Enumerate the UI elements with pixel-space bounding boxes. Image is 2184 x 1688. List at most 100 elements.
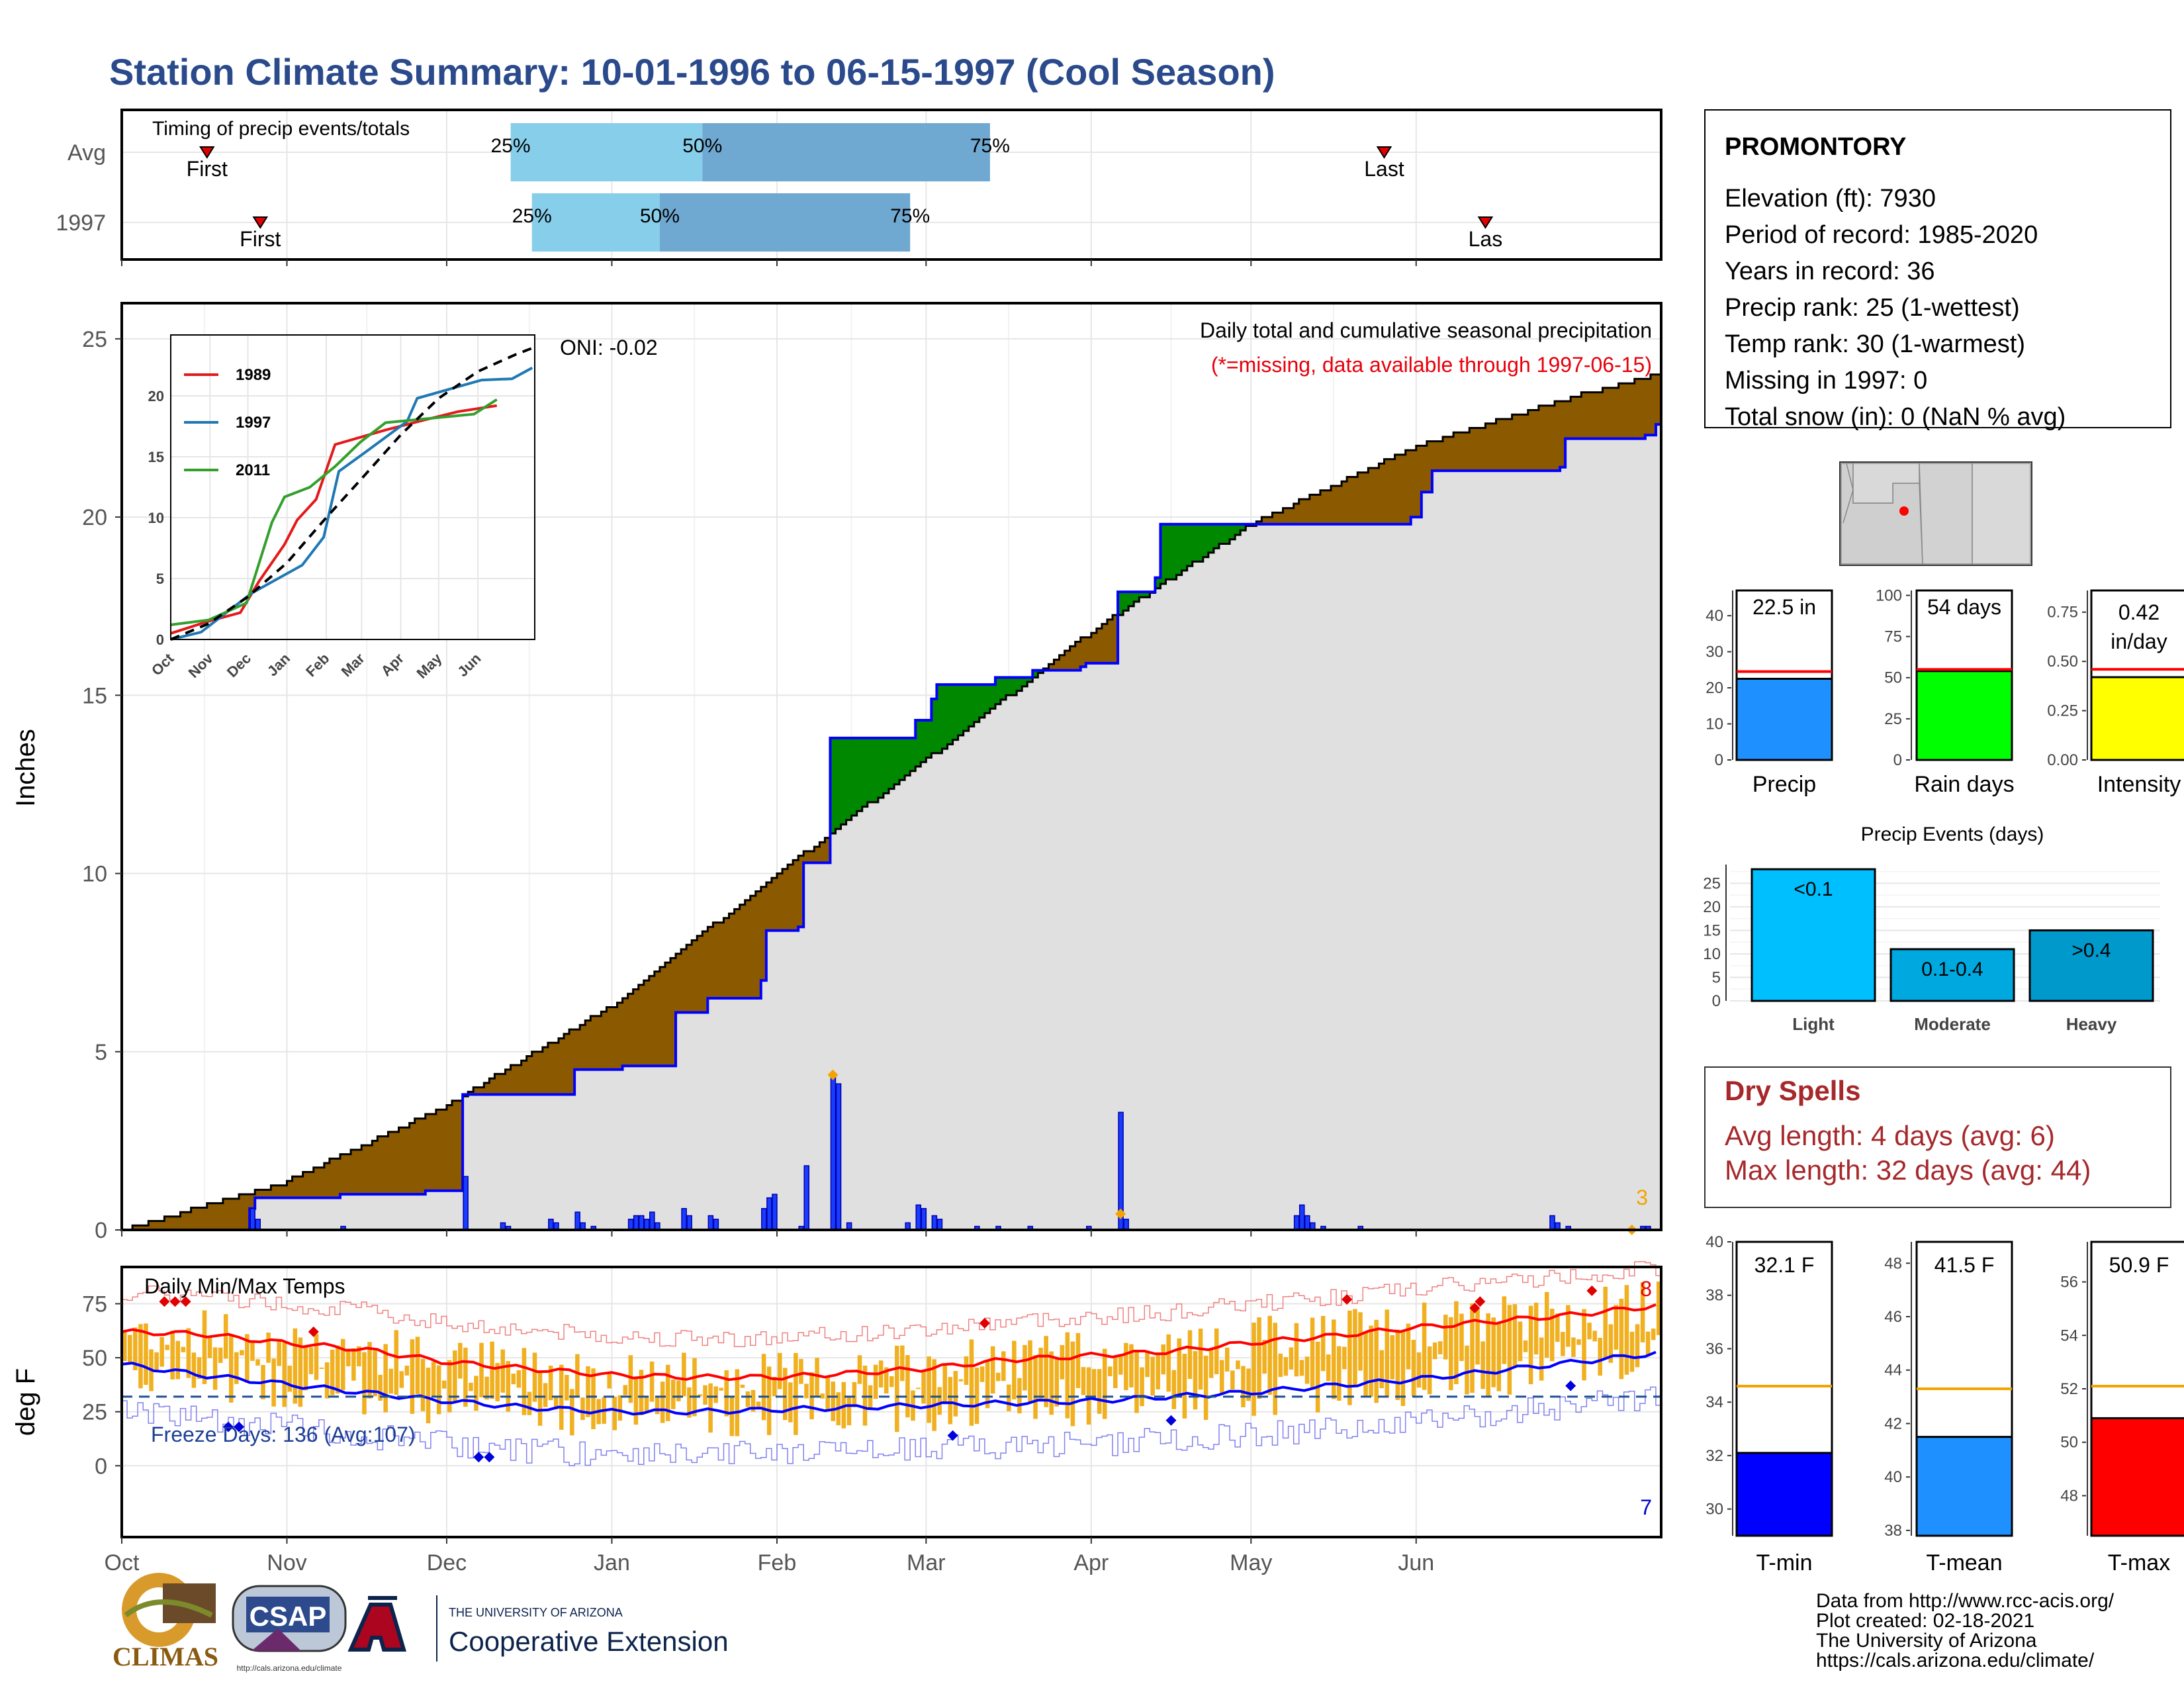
freeze-days-label: Freeze Days: 136 (Avg:107)	[151, 1423, 416, 1446]
temp-daily-bar	[670, 1380, 676, 1409]
temp-daily-bar	[282, 1342, 287, 1407]
summary-value-label: 54 days	[1927, 595, 2001, 619]
temp-daily-bar	[527, 1391, 532, 1415]
precip-daily-bar	[766, 1197, 772, 1231]
temp-daily-bar	[580, 1397, 585, 1421]
temp-daily-bar	[340, 1338, 345, 1390]
temp-summary-category-label: T-mean	[1926, 1550, 2002, 1575]
temp-daily-bar	[1385, 1309, 1390, 1398]
temp-summary-tick-label: 32	[1706, 1447, 1723, 1465]
precip-daily-bar	[761, 1207, 767, 1231]
month-label: Oct	[105, 1550, 140, 1575]
temp-daily-bar	[1422, 1302, 1427, 1390]
temp-record-high-marker	[1342, 1293, 1353, 1305]
month-label: Jun	[1398, 1550, 1434, 1575]
temp-daily-bar	[591, 1368, 596, 1429]
events-bar-moderate	[1889, 948, 2015, 1002]
temp-daily-bar	[617, 1395, 623, 1421]
temp-daily-bar	[1395, 1329, 1400, 1400]
temp-daily-bar	[1358, 1312, 1363, 1371]
temp-daily-bar	[740, 1384, 745, 1388]
temp-daily-bar	[1054, 1358, 1060, 1407]
temp-daily-bar	[191, 1352, 197, 1388]
temp-daily-bar	[1432, 1342, 1437, 1360]
temp-min-count: 7	[1640, 1495, 1652, 1519]
events-category-label: Heavy	[2066, 1014, 2117, 1034]
temp-daily-bar	[1251, 1322, 1256, 1416]
temp-daily-bar	[463, 1347, 468, 1407]
precip-daily-bar	[830, 1076, 837, 1231]
temp-daily-bar	[948, 1377, 953, 1425]
temp-daily-bar	[820, 1393, 825, 1399]
precip-daily-bar	[1298, 1204, 1305, 1231]
temp-daily-bar	[1140, 1367, 1144, 1407]
temp-daily-bar	[532, 1352, 537, 1402]
temp-daily-bar	[783, 1368, 788, 1421]
temp-daily-bar	[1219, 1360, 1224, 1394]
temp-daily-bar	[1480, 1341, 1485, 1389]
timing-p25-label: 25%	[491, 135, 531, 157]
temp-daily-bar	[639, 1370, 644, 1416]
oni-label: ONI: -0.02	[560, 336, 658, 359]
summary-tick-label: 0.75	[2047, 604, 2078, 622]
precip-base-area	[122, 424, 1661, 1230]
temp-daily-bar	[490, 1341, 494, 1399]
inset-line-2011	[170, 398, 498, 626]
temp-daily-bar	[186, 1328, 191, 1378]
temp-daily-bar	[1512, 1304, 1518, 1367]
temp-record-low-marker	[947, 1430, 958, 1441]
inset-line-avg	[170, 346, 535, 641]
inset-legend-label: 1997	[236, 414, 271, 432]
temp-daily-bar	[1619, 1298, 1624, 1380]
temp-daily-bar	[144, 1323, 148, 1385]
temp-daily-bar	[1262, 1340, 1267, 1374]
station-name: PROMONTORY	[1725, 133, 1906, 161]
temp-daily-bar	[212, 1347, 218, 1390]
temp-daily-bar	[937, 1387, 942, 1415]
temp-daily-bar	[1374, 1319, 1379, 1403]
temp-daily-bar	[565, 1374, 569, 1401]
temp-daily-bar	[202, 1310, 207, 1384]
temp-daily-bar	[1539, 1337, 1544, 1381]
temp-record-low-marker	[473, 1452, 484, 1463]
temp-daily-bar	[1400, 1330, 1406, 1406]
station-info-box: PROMONTORY Elevation (ft): 7930 Period o…	[1704, 109, 2171, 431]
temp-daily-bar	[362, 1352, 367, 1415]
precip-panel: 0 5 10 15 20 25 Daily total and cumulative se…	[11, 302, 1662, 1243]
temp-daily-bar	[1208, 1348, 1214, 1378]
temp-daily-bar	[319, 1367, 324, 1369]
temp-daily-bar	[1624, 1285, 1629, 1375]
temp-daily-bar	[607, 1373, 612, 1389]
station-elevation: Elevation (ft): 7930	[1725, 185, 1936, 212]
temp-daily-bar	[1129, 1344, 1134, 1387]
temp-daily-bar	[1304, 1356, 1310, 1384]
events-category-label: Light	[1792, 1014, 1835, 1034]
temp-daily-bar	[1001, 1351, 1006, 1382]
temp-daily-bar	[979, 1366, 985, 1382]
temp-summary-tick-label: 40	[1706, 1233, 1723, 1251]
inset-ytick-label: 15	[148, 449, 164, 465]
temp-summary-tick-label: 54	[2060, 1327, 2078, 1344]
temp-daily-bar	[1544, 1291, 1549, 1358]
temp-daily-bar	[1507, 1305, 1512, 1395]
temp-daily-bar	[543, 1383, 548, 1407]
summary-tick-label: 75	[1884, 628, 1902, 646]
inset-ytick-label: 10	[148, 510, 164, 526]
month-label: Nov	[267, 1550, 306, 1575]
station-location-marker	[1899, 506, 1909, 516]
temp-daily-bar	[1459, 1313, 1464, 1362]
precip-daily-bar	[643, 1219, 650, 1231]
temp-daily-bar	[1044, 1336, 1048, 1407]
temp-daily-bar	[916, 1387, 921, 1389]
precip-daily-bar	[1293, 1215, 1300, 1231]
temp-daily-bar	[628, 1355, 633, 1403]
timing-first-label: First	[187, 157, 228, 181]
summary-tick-label: 20	[1706, 679, 1723, 697]
summary-category-label: Intensity	[2097, 772, 2181, 797]
temp-daily-bar	[846, 1395, 852, 1426]
precip-events-title: Precip Events (days)	[1861, 823, 2044, 845]
temp-max-count: 8	[1640, 1277, 1652, 1301]
precip-daily-bar	[772, 1194, 778, 1231]
temp-summary-value-label: 32.1 F	[1754, 1253, 1815, 1277]
temp-daily-bar	[660, 1382, 665, 1423]
